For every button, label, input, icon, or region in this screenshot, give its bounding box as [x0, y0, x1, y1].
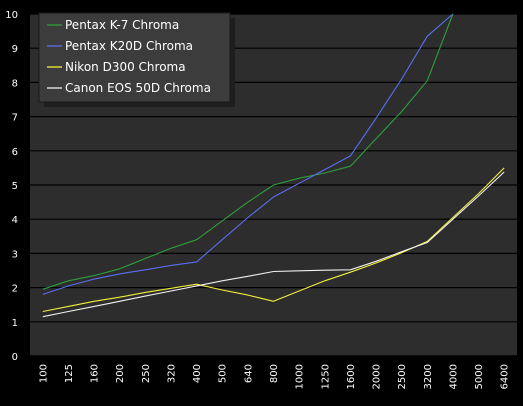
- y-tick-label: 1: [12, 318, 18, 329]
- x-tick-label: 500: [218, 364, 229, 383]
- x-tick-label: 3200: [423, 364, 434, 389]
- x-tick-label: 800: [269, 364, 280, 383]
- legend-label: Canon EOS 50D Chroma: [65, 81, 211, 95]
- y-tick-label: 6: [12, 147, 18, 158]
- legend-label: Pentax K20D Chroma: [65, 39, 193, 53]
- y-tick-label: 0: [12, 352, 18, 363]
- x-tick-label: 1250: [320, 364, 331, 389]
- x-tick-label: 200: [115, 364, 126, 383]
- x-tick-label: 1000: [295, 364, 306, 389]
- legend-label: Nikon D300 Chroma: [65, 60, 186, 74]
- series-line-4: [42, 171, 505, 318]
- x-tick-label: 640: [243, 364, 254, 383]
- legend: Pentax K-7 Chroma Pentax K20D Chroma Nikon…: [38, 12, 235, 107]
- x-axis-ticks: 100 125 160 200 250 320 400 500 640 800 1000 1250 16…: [38, 356, 511, 389]
- x-tick-label: 6400: [500, 364, 511, 389]
- series-line-2: [42, 13, 454, 295]
- x-tick-label: 320: [166, 364, 177, 383]
- y-axis-ticks: 0 1 2 3 4 5 6 7 8 9 10: [5, 10, 18, 363]
- x-tick-label: 250: [141, 364, 152, 383]
- x-tick-label: 160: [90, 364, 101, 383]
- series-lines: [42, 13, 505, 318]
- y-tick-label: 7: [12, 113, 18, 124]
- legend-box: [38, 12, 231, 103]
- x-tick-label: 125: [64, 364, 75, 383]
- y-tick-label: 8: [12, 78, 18, 89]
- series-line-1: [42, 13, 454, 290]
- x-tick-label: 100: [38, 364, 49, 383]
- y-tick-label: 3: [12, 249, 18, 260]
- y-tick-label: 5: [12, 181, 18, 192]
- y-tick-label: 2: [12, 284, 18, 295]
- y-tick-label: 10: [5, 10, 18, 21]
- x-tick-label: 400: [192, 364, 203, 383]
- x-tick-label: 1600: [346, 364, 357, 389]
- legend-label: Pentax K-7 Chroma: [65, 18, 179, 32]
- x-tick-label: 2000: [372, 364, 383, 389]
- series-line-3: [42, 167, 505, 313]
- y-tick-label: 4: [12, 215, 18, 226]
- y-tick-label: 9: [12, 44, 18, 55]
- x-tick-label: 5000: [474, 364, 485, 389]
- x-tick-label: 2500: [397, 364, 408, 389]
- x-tick-label: 4000: [448, 364, 459, 389]
